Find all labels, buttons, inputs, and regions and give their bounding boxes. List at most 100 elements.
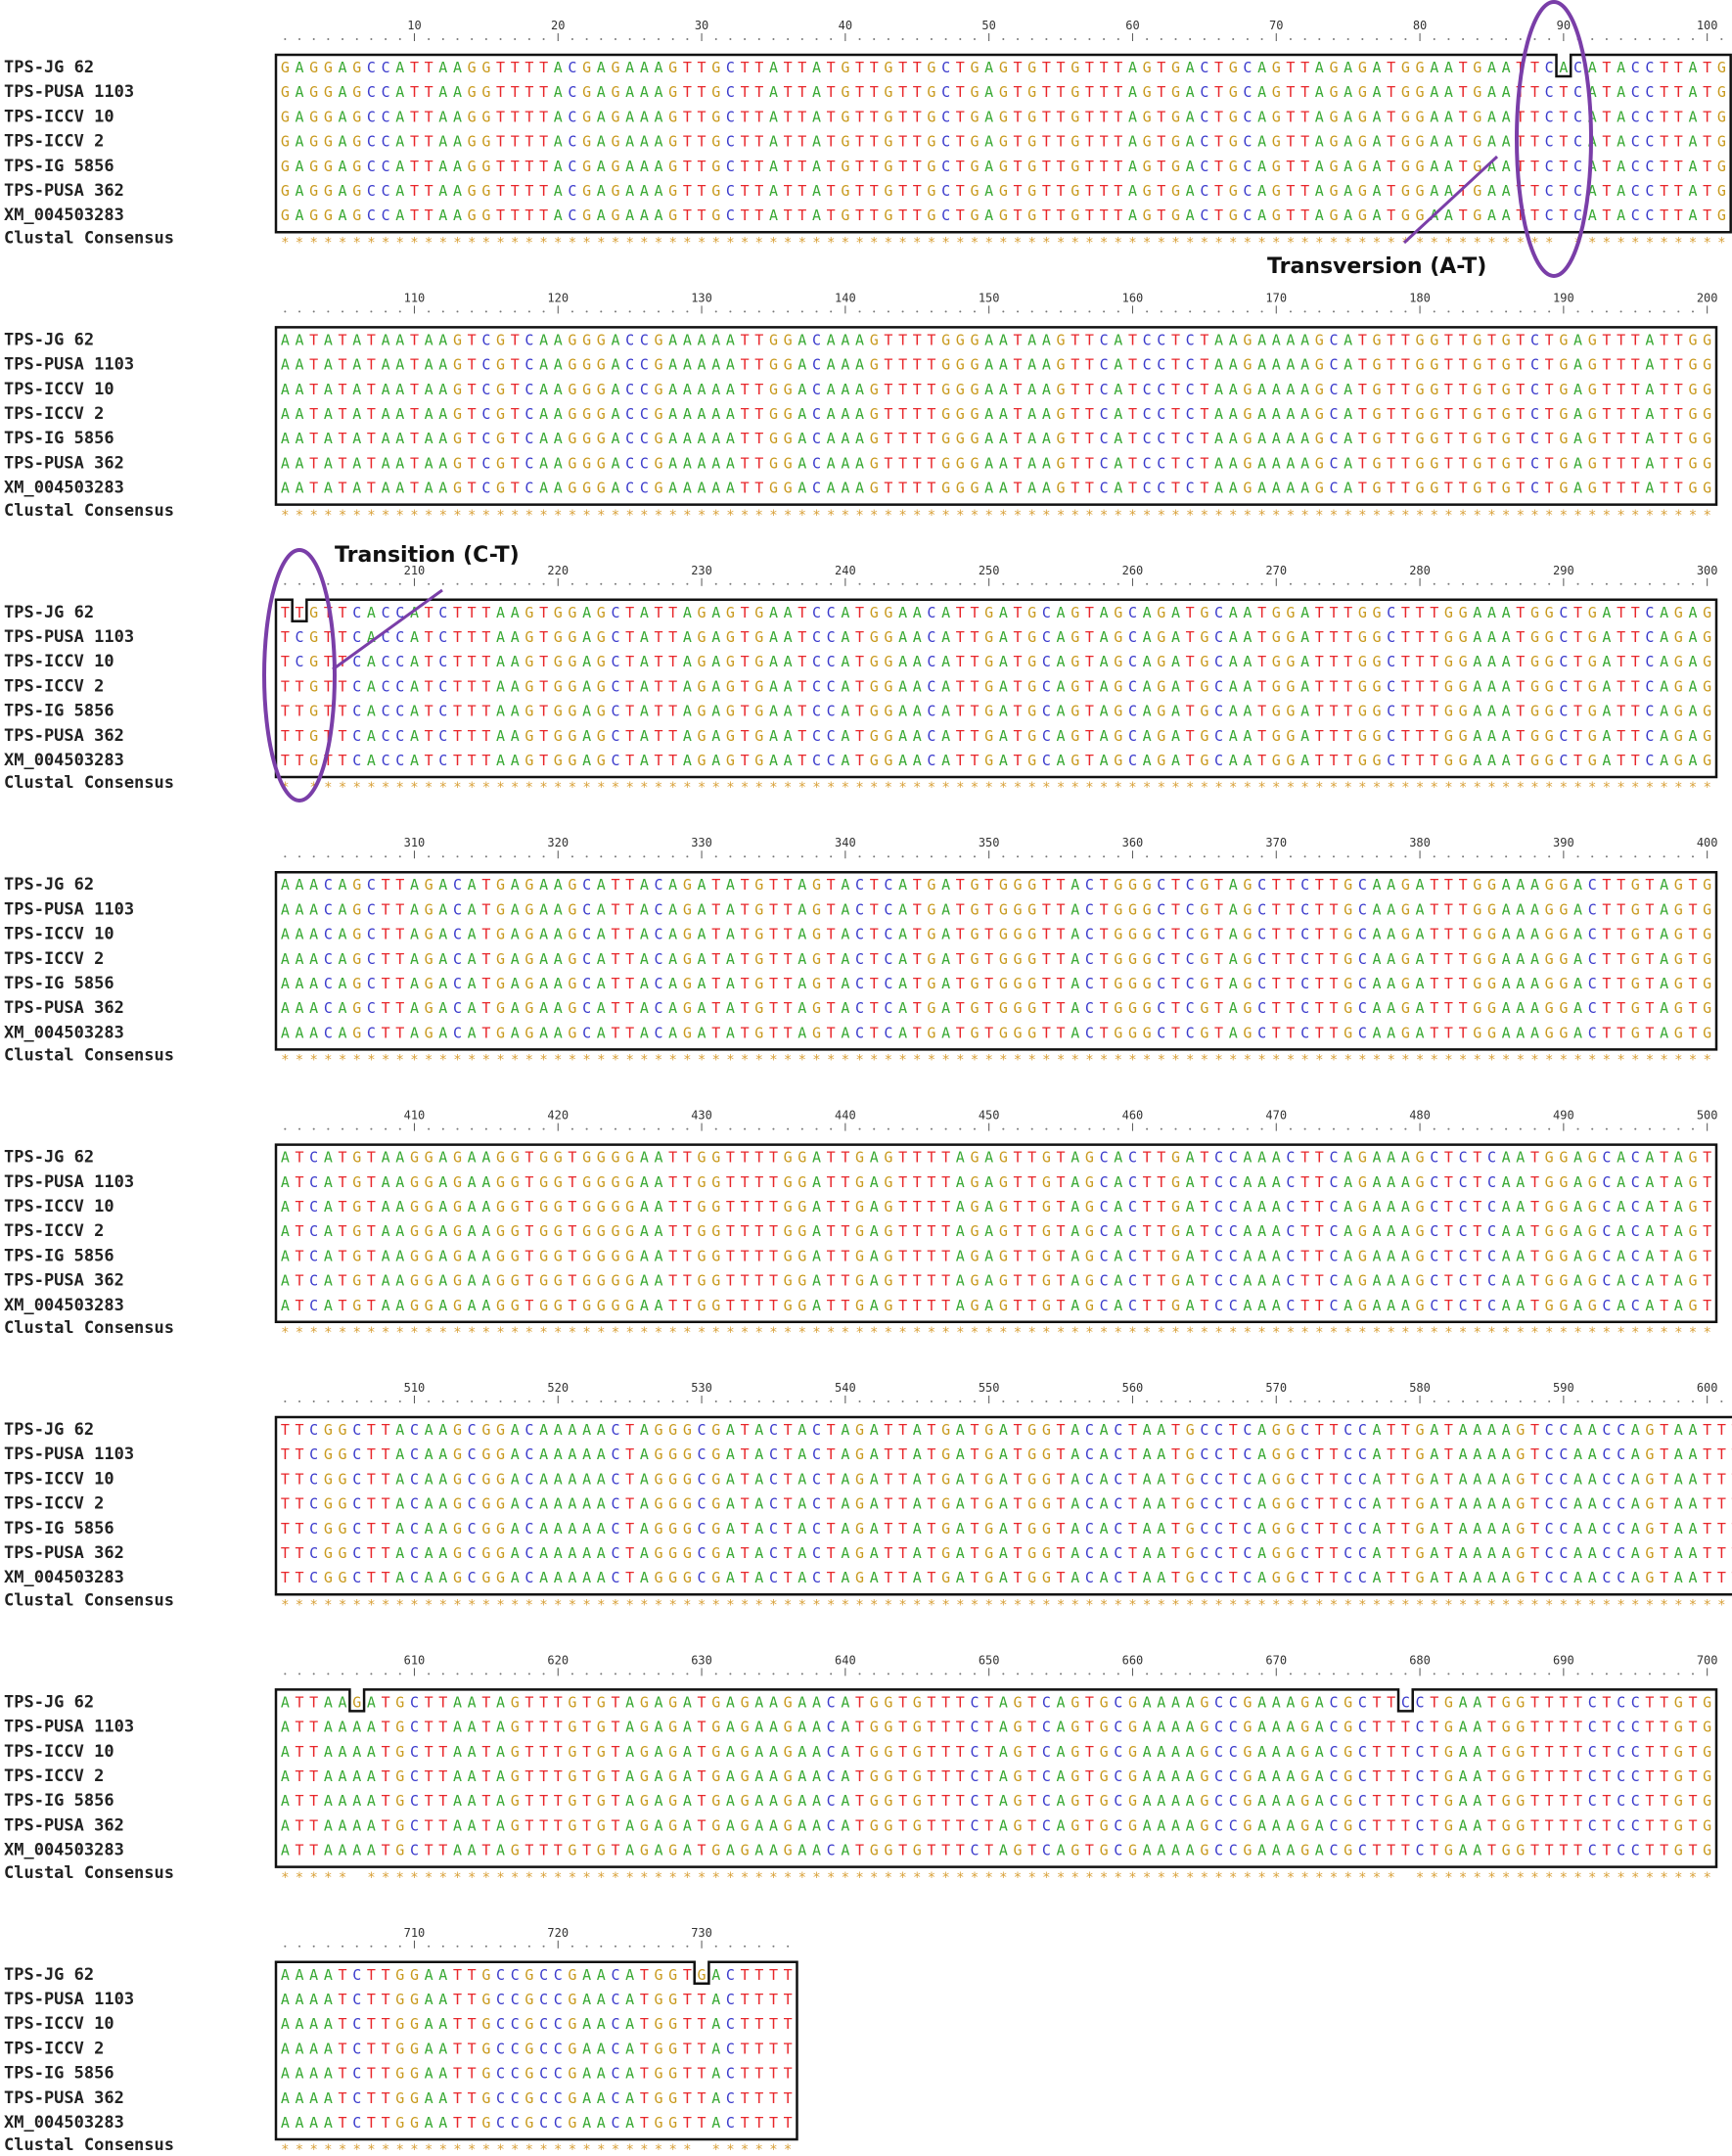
consensus-star: * [798,1053,806,1069]
nucleotide: C [438,703,447,720]
nucleotide: A [841,703,849,720]
nucleotide: T [1674,381,1683,398]
nucleotide: T [481,727,490,745]
nucleotide: G [625,1272,634,1290]
nucleotide: T [468,381,477,398]
nucleotide: G [1473,999,1481,1017]
nucleotide: T [683,1272,692,1290]
nucleotide: A [1387,900,1395,918]
nucleotide: A [1617,1149,1625,1167]
consensus-star: * [1300,1325,1308,1341]
nucleotide: T [970,628,979,646]
nucleotide: T [1157,83,1165,101]
nucleotide: T [1631,430,1640,447]
nucleotide: G [568,653,576,670]
consensus-star: * [597,1597,605,1613]
nucleotide: A [1473,1495,1481,1513]
nucleotide: T [339,1247,347,1264]
consensus-star: * [1201,1053,1208,1069]
nucleotide: A [1229,653,1238,670]
nucleotide: G [1430,430,1438,447]
nucleotide: C [855,999,864,1017]
nucleotide: A [1674,1173,1683,1191]
consensus-star: * [1287,508,1295,524]
nucleotide: G [884,1272,892,1290]
nucleotide: T [1057,59,1066,76]
nucleotide: T [913,999,922,1017]
nucleotide: C [1214,1272,1223,1290]
nucleotide: T [1300,1222,1309,1240]
consensus-star: * [367,1325,375,1341]
nucleotide: A [1487,1445,1496,1463]
nucleotide: T [683,59,692,76]
nucleotide: C [1617,1445,1625,1463]
nucleotide: A [453,83,462,101]
nucleotide: A [367,677,376,695]
nucleotide: G [425,1149,433,1167]
sequence-name: TPS-PUSA 362 [4,998,124,1018]
nucleotide: A [597,1569,606,1586]
nucleotide: A [1272,356,1281,374]
nucleotide: A [296,900,304,918]
nucleotide: C [1645,133,1654,151]
nucleotide: T [1674,158,1683,175]
nucleotide: A [1473,703,1481,720]
nucleotide: C [1631,1272,1640,1290]
nucleotide: T [524,1297,533,1314]
nucleotide: G [1502,356,1511,374]
nucleotide: C [1602,1247,1611,1264]
nucleotide: T [1085,653,1094,670]
nucleotide: T [798,158,806,175]
nucleotide: T [1703,1544,1711,1562]
nucleotide: G [496,1470,505,1488]
nucleotide: G [956,331,965,348]
nucleotide: A [1257,1421,1266,1439]
consensus-star: * [655,1597,662,1613]
nucleotide: A [1257,356,1266,374]
nucleotide: T [655,703,663,720]
nucleotide: T [927,480,935,497]
nucleotide: G [1444,703,1453,720]
nucleotide: C [812,480,821,497]
nucleotide: T [769,926,778,943]
nucleotide: T [1545,381,1554,398]
nucleotide: C [309,1569,318,1586]
nucleotide: T [956,727,965,745]
nucleotide: G [726,628,735,646]
nucleotide: T [1143,1247,1152,1264]
nucleotide: G [784,1222,793,1240]
nucleotide: A [1487,703,1496,720]
nucleotide: A [1430,1520,1438,1537]
nucleotide: C [1545,1544,1554,1562]
nucleotide: T [1257,752,1266,769]
nucleotide: T [1473,1149,1481,1167]
nucleotide: G [1186,1569,1195,1586]
consensus-star: * [640,780,648,796]
consensus-star: * [1330,780,1338,796]
nucleotide: A [367,628,376,646]
nucleotide: A [798,926,806,943]
nucleotide: A [367,727,376,745]
nucleotide: C [927,677,935,695]
nucleotide: T [884,454,892,472]
consensus-star: * [625,780,633,796]
nucleotide: A [1502,1272,1511,1290]
nucleotide: A [468,950,477,968]
nucleotide: C [524,430,533,447]
nucleotide: G [884,206,892,224]
nucleotide: A [1502,1198,1511,1216]
nucleotide: A [1573,430,1582,447]
consensus-star: * [339,1053,346,1069]
nucleotide: A [956,1272,965,1290]
nucleotide: T [913,83,922,101]
nucleotide: G [324,1421,333,1439]
nucleotide: G [1444,677,1453,695]
nucleotide: T [1573,628,1582,646]
nucleotide: C [1186,975,1195,992]
consensus-star: * [1674,235,1682,251]
nucleotide: C [1387,677,1395,695]
position-tick-label: 120 [547,291,569,304]
consensus-star: * [855,1325,863,1341]
nucleotide: T [913,182,922,200]
nucleotide: A [597,206,606,224]
